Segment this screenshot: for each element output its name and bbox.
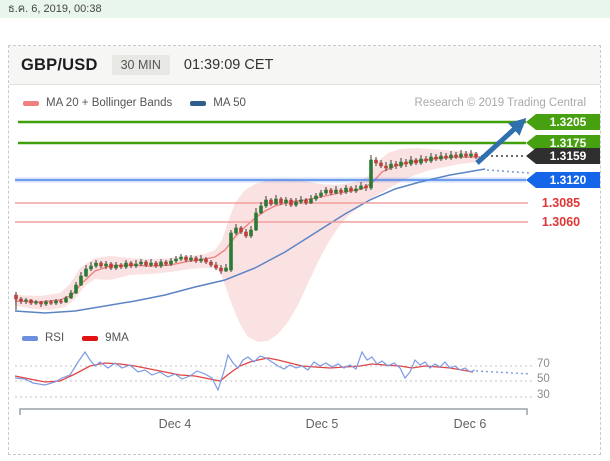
- main-legend-swatch-1: [190, 100, 207, 106]
- rsi-legend-swatch-1: [82, 335, 99, 341]
- rsi-legend: RSI 9MA: [22, 332, 129, 344]
- meta-datetime: ธ.ค. 6, 2019, 00:38: [8, 3, 102, 15]
- symbol-title: GBP/USD: [21, 55, 98, 74]
- main-legend-item-1: MA 50: [190, 97, 246, 109]
- main-chart-area[interactable]: [15, 112, 530, 330]
- research-credit: Research © 2019 Trading Central: [414, 97, 586, 109]
- legend-row: MA 20 + Bollinger Bands MA 50 Research © …: [9, 85, 600, 109]
- timeframe-badge[interactable]: 30 MIN: [111, 55, 170, 75]
- rsi-panel-area[interactable]: [15, 352, 530, 408]
- main-legend-label-1: MA 50: [213, 97, 246, 109]
- main-legend-swatch-0: [23, 100, 39, 106]
- chart-clock: 01:39:09 CET: [183, 57, 274, 73]
- main-legend-label-0: MA 20 + Bollinger Bands: [46, 97, 173, 109]
- rsi-legend-item-0: RSI: [22, 332, 64, 344]
- main-legend-item-0: MA 20 + Bollinger Bands: [23, 97, 172, 109]
- meta-datetime-bar: ธ.ค. 6, 2019, 00:38: [0, 0, 610, 18]
- rsi-legend-label-0: RSI: [45, 332, 65, 344]
- rsi-legend-item-1: 9MA: [82, 332, 129, 344]
- main-legend: MA 20 + Bollinger Bands MA 50: [23, 97, 246, 109]
- rsi-legend-label-1: 9MA: [105, 332, 129, 344]
- rsi-legend-swatch-0: [22, 335, 38, 341]
- chart-header: GBP/USD 30 MIN 01:39:09 CET: [9, 46, 600, 85]
